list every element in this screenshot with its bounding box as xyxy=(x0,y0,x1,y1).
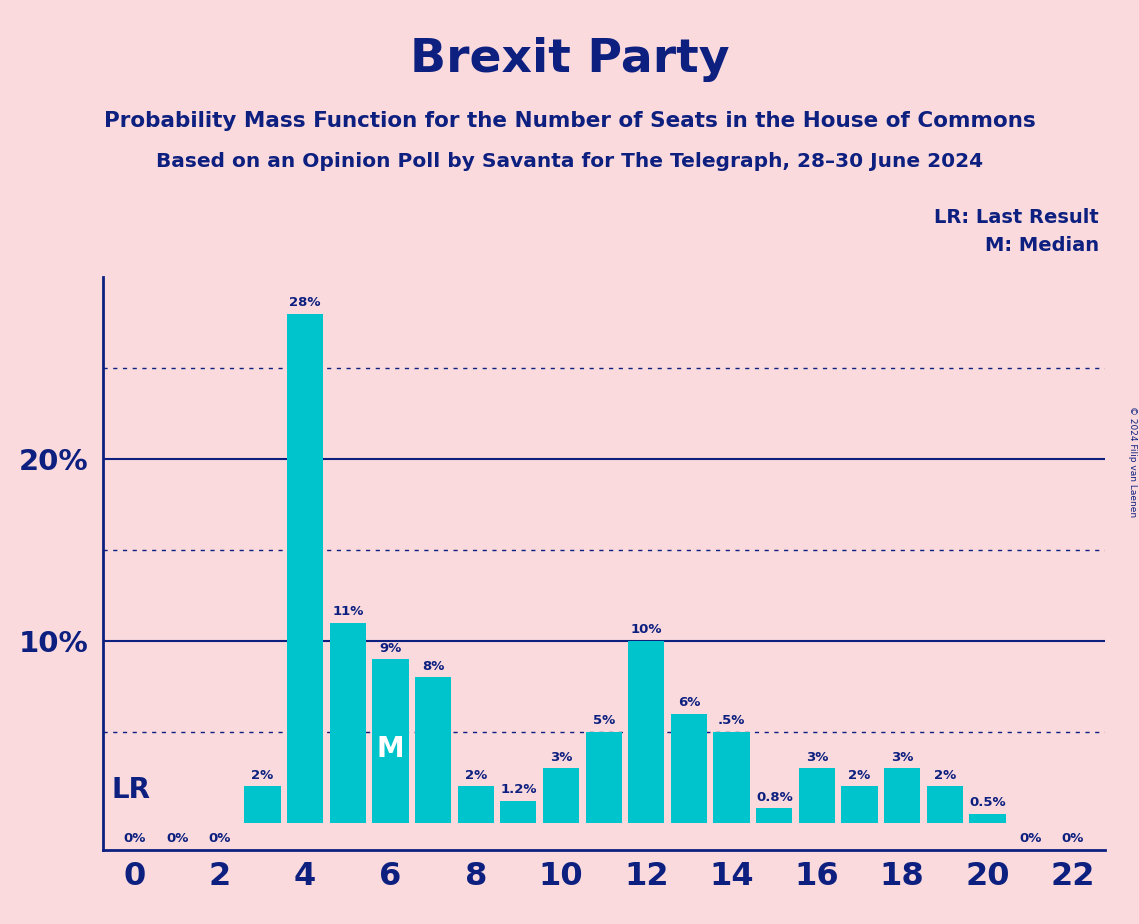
Bar xyxy=(842,786,878,822)
Bar xyxy=(798,768,835,822)
Text: 5%: 5% xyxy=(592,714,615,727)
Bar xyxy=(287,313,323,822)
Text: M: M xyxy=(377,736,404,763)
Text: Probability Mass Function for the Number of Seats in the House of Commons: Probability Mass Function for the Number… xyxy=(104,111,1035,131)
Text: 0%: 0% xyxy=(123,832,146,845)
Text: LR: Last Result: LR: Last Result xyxy=(934,208,1099,227)
Text: 2%: 2% xyxy=(934,769,956,782)
Text: © 2024 Filip van Laenen: © 2024 Filip van Laenen xyxy=(1128,407,1137,517)
Text: 0%: 0% xyxy=(1062,832,1084,845)
Text: 3%: 3% xyxy=(805,750,828,764)
Text: 3%: 3% xyxy=(550,750,572,764)
Text: 10%: 10% xyxy=(631,624,662,637)
Bar xyxy=(329,623,366,822)
Bar xyxy=(543,768,579,822)
Bar xyxy=(458,786,494,822)
Text: 0.8%: 0.8% xyxy=(756,791,793,804)
Text: 0%: 0% xyxy=(1019,832,1041,845)
Bar xyxy=(629,641,664,822)
Bar xyxy=(245,786,280,822)
Text: 2%: 2% xyxy=(252,769,273,782)
Text: 0.5%: 0.5% xyxy=(969,796,1006,809)
Bar xyxy=(713,732,749,822)
Bar xyxy=(927,786,962,822)
Text: 1.2%: 1.2% xyxy=(500,784,536,796)
Text: 9%: 9% xyxy=(379,641,402,654)
Text: .5%: .5% xyxy=(718,714,745,727)
Bar xyxy=(969,814,1006,822)
Text: Brexit Party: Brexit Party xyxy=(410,37,729,82)
Text: 3%: 3% xyxy=(891,750,913,764)
Bar xyxy=(585,732,622,822)
Text: 0%: 0% xyxy=(208,832,231,845)
Text: 0%: 0% xyxy=(166,832,188,845)
Text: 11%: 11% xyxy=(333,605,363,618)
Text: 2%: 2% xyxy=(849,769,870,782)
Bar xyxy=(500,801,536,822)
Bar xyxy=(415,677,451,822)
Bar xyxy=(884,768,920,822)
Text: 8%: 8% xyxy=(421,660,444,673)
Text: 28%: 28% xyxy=(289,296,321,309)
Text: 2%: 2% xyxy=(465,769,486,782)
Bar xyxy=(372,659,409,822)
Text: 6%: 6% xyxy=(678,696,700,709)
Text: LR: LR xyxy=(110,776,150,804)
Text: M: Median: M: Median xyxy=(985,236,1099,255)
Text: Based on an Opinion Poll by Savanta for The Telegraph, 28–30 June 2024: Based on an Opinion Poll by Savanta for … xyxy=(156,152,983,172)
Bar xyxy=(756,808,793,822)
Bar xyxy=(671,713,707,822)
